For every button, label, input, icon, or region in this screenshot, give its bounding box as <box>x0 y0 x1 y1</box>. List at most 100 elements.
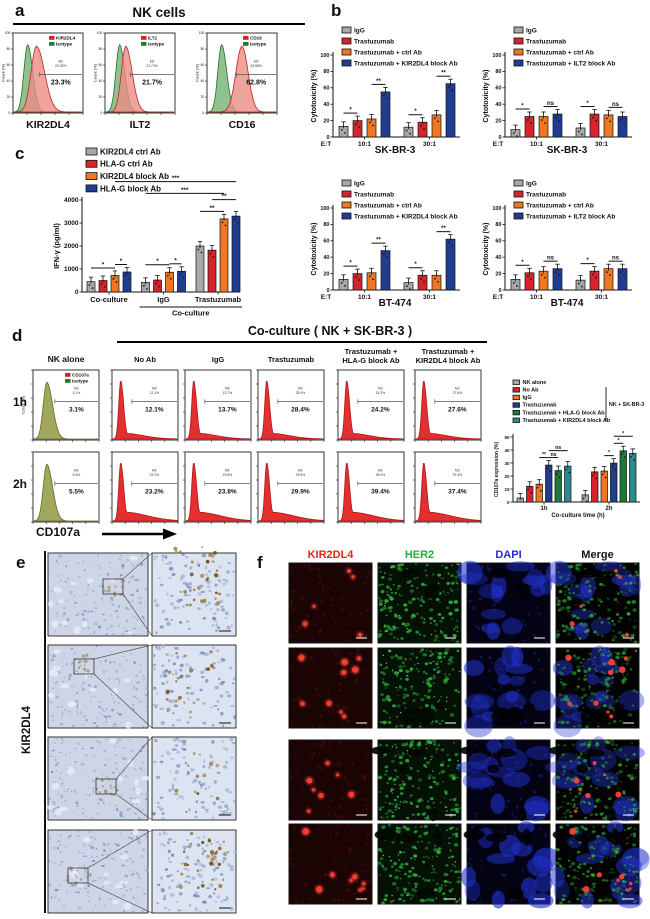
if-image-kir2dl4 <box>288 562 373 644</box>
bar <box>589 113 600 138</box>
y-tick-label: 0 <box>100 111 102 115</box>
ihc-image-pair <box>47 644 237 729</box>
data-point <box>558 476 561 478</box>
bar <box>552 268 563 291</box>
y-tick-label: 80 <box>495 69 501 75</box>
gate-stat: 37.4% <box>453 473 463 477</box>
category-label: Trastuzumab <box>195 295 242 304</box>
legend-swatch <box>512 379 520 385</box>
ihc-image-pair <box>47 829 238 914</box>
histogram-curve <box>208 45 276 113</box>
sig-label: ns <box>550 452 556 458</box>
gate-percentage: 27.6% <box>448 407 467 414</box>
inset-connector <box>122 593 153 637</box>
gate-percentage: 39.4% <box>371 489 390 496</box>
column-header: No Ab <box>134 355 156 364</box>
y-axis-label: Cytotoxicity (%) <box>483 70 490 123</box>
legend-swatch <box>341 212 352 220</box>
data-point <box>372 124 374 127</box>
y-tick-label: 40 <box>323 255 329 261</box>
gate-percentage: 21.7% <box>142 80 163 87</box>
inset-connector <box>87 882 153 914</box>
y-tick-label: 60 <box>99 63 103 67</box>
data-point <box>609 120 611 123</box>
legend-label: Trastuzumab + ctrl Ab <box>526 202 594 209</box>
x-prefix-label: E:T <box>493 141 504 148</box>
category-label: 30:1 <box>595 294 608 301</box>
gate-percentage: 62.8% <box>246 80 267 87</box>
data-point <box>630 455 633 458</box>
data-point <box>155 282 157 285</box>
y-axis-label: IFN-γ (pg/ml) <box>52 223 61 269</box>
legend-swatch <box>85 147 98 156</box>
data-point <box>451 89 453 92</box>
panel-f-label: f <box>257 553 263 572</box>
bar <box>564 465 572 503</box>
legend-swatch <box>243 42 249 46</box>
if-image-dapi <box>463 645 556 738</box>
data-point <box>386 97 388 100</box>
cd107a-axis-arrow <box>102 528 177 540</box>
histogram-curve <box>185 381 251 440</box>
y-tick-label: 40 <box>201 79 205 83</box>
legend-swatch <box>512 417 520 423</box>
column-header: IgG <box>212 355 225 364</box>
gate-name: M2 <box>455 387 460 391</box>
sub-bracket-label: Co-culture <box>172 309 210 318</box>
gate-stat: 5.5% <box>73 473 81 477</box>
sig-label: * <box>120 258 123 265</box>
bar <box>552 113 563 138</box>
sig-label: * <box>174 257 177 264</box>
data-point <box>127 277 130 280</box>
data-point <box>541 119 543 121</box>
data-point <box>558 274 560 277</box>
x-prefix-label: E:T <box>493 294 504 301</box>
data-point <box>623 456 626 459</box>
if-image-dapi <box>461 821 561 909</box>
data-point <box>406 285 408 288</box>
if-image-merge <box>550 821 650 909</box>
gate-name: M2 <box>225 387 230 391</box>
data-point <box>200 251 203 254</box>
y-tick-label: 80 <box>323 222 329 228</box>
legend-label: Trastuzumab <box>523 403 558 409</box>
legend-swatch <box>65 379 71 383</box>
data-point <box>236 221 239 224</box>
data-point <box>527 488 530 491</box>
data-point <box>358 126 360 128</box>
time-row-label: 2h <box>13 477 27 491</box>
y-tick-label: 60 <box>495 239 501 245</box>
data-point <box>544 276 546 279</box>
bar <box>603 268 614 291</box>
data-point <box>344 284 346 287</box>
data-point <box>592 116 594 119</box>
gate-name: M2 <box>298 469 303 473</box>
marker-label: ILT2 <box>130 119 151 131</box>
legend-swatch <box>141 42 147 46</box>
gate-name: M2 <box>74 469 79 473</box>
y-tick-label: 0 <box>202 111 204 115</box>
legend-label: Trastuzumab <box>526 191 566 198</box>
data-point <box>536 486 539 489</box>
bar <box>524 272 535 291</box>
panel-a-title: NK cells <box>132 5 186 20</box>
panel-a-label: a <box>15 1 25 20</box>
legend-swatch <box>513 201 524 209</box>
bar <box>417 121 428 138</box>
y-tick-label: 80 <box>7 47 11 51</box>
data-point <box>451 244 453 247</box>
sig-label: ** <box>441 71 446 77</box>
y-tick-label: 100 <box>492 206 501 212</box>
legend-swatch <box>341 26 352 34</box>
gate-name: M2 <box>225 469 230 473</box>
data-point <box>448 86 450 89</box>
y-tick-label: 20 <box>495 271 501 277</box>
panel-a-title-rule <box>13 23 305 25</box>
marker-label: CD16 <box>229 119 256 131</box>
sig-label: * <box>521 260 524 266</box>
if-image-her2 <box>377 647 462 729</box>
legend-label: Trastuzumab + KIR2DL4 block Ab <box>523 418 611 424</box>
data-point <box>224 224 227 227</box>
